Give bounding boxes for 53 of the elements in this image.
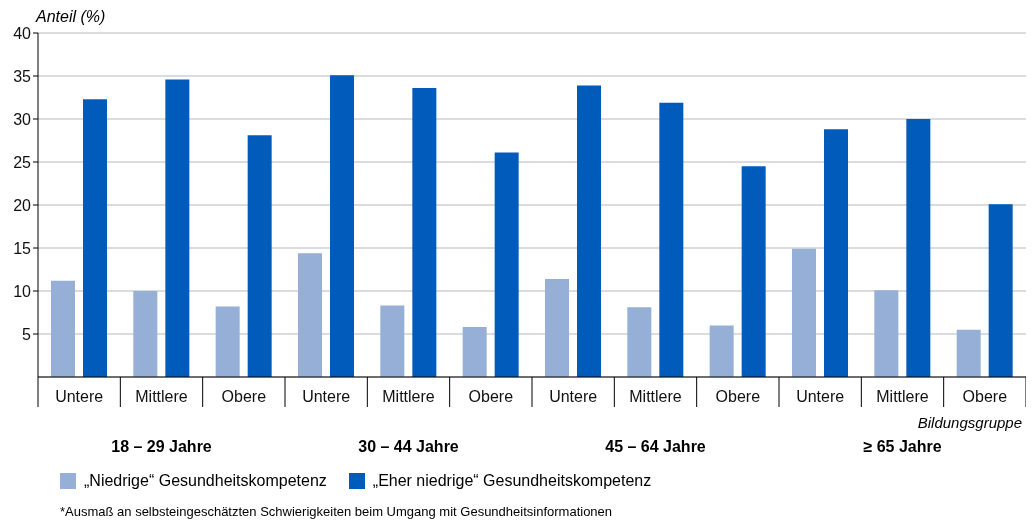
y-tick-label: 20 — [13, 196, 32, 214]
x-tick-label: Mittlere — [629, 388, 682, 405]
bar — [412, 88, 437, 377]
x-tick-label: Obere — [468, 388, 514, 405]
x-tick-label: Mittlere — [382, 388, 435, 405]
bar — [380, 305, 405, 377]
y-tick-label: 25 — [13, 153, 32, 171]
bar — [577, 85, 601, 377]
bar — [988, 204, 1013, 377]
bar — [215, 306, 240, 377]
x-tick-label: Mittlere — [876, 388, 929, 405]
bar — [741, 166, 766, 377]
bar — [956, 329, 981, 377]
x-tick-label: Obere — [962, 388, 1008, 405]
x-tick-label: Untere — [55, 388, 104, 405]
bar — [247, 135, 272, 377]
bar — [462, 327, 487, 377]
bar — [83, 99, 107, 377]
y-axis-title: Anteil (%) — [36, 8, 106, 26]
bar — [792, 248, 816, 377]
x-axis-title: Bildungsgruppe — [917, 414, 1022, 431]
y-tick-label: 5 — [22, 325, 32, 343]
x-tick-label: Mittlere — [135, 388, 188, 405]
bar — [627, 307, 652, 377]
x-tick-label: Obere — [715, 388, 761, 405]
text: 18 – 29 Jahre — [110, 438, 213, 456]
x-tick-label: Untere — [302, 388, 351, 405]
legend-label: „Niedrige“ Gesundheitskompetenz — [84, 472, 327, 490]
x-tick-label: Untere — [796, 388, 845, 405]
bar — [709, 325, 734, 377]
text: *Ausmaß an selbsteingeschätzten Schwierigkeiten beim Umgang mit Gesundheitsinformationen — [60, 504, 613, 519]
bar — [51, 280, 75, 377]
bar — [298, 253, 322, 377]
bar — [824, 129, 848, 377]
text: 30 – 44 Jahre — [357, 438, 460, 456]
bar — [330, 75, 354, 377]
bar — [874, 290, 899, 377]
bar — [545, 278, 569, 377]
bar — [133, 291, 158, 377]
bar — [165, 79, 190, 377]
y-tick-label: 30 — [13, 110, 32, 128]
legend-label: „Eher niedrige“ Gesundheitskompetenz — [372, 472, 652, 490]
bar — [494, 152, 519, 377]
y-tick-label: 15 — [13, 239, 32, 257]
text: ≥ 65 Jahre — [862, 438, 943, 456]
x-tick-label: Obere — [221, 388, 267, 405]
x-tick-label: Untere — [549, 388, 598, 405]
y-tick-label: 10 — [13, 282, 32, 300]
bar — [906, 119, 931, 377]
y-tick-label: 35 — [13, 67, 32, 85]
text: 45 – 64 Jahre — [604, 438, 707, 456]
y-tick-label: 40 — [13, 24, 32, 42]
bar — [659, 102, 684, 377]
